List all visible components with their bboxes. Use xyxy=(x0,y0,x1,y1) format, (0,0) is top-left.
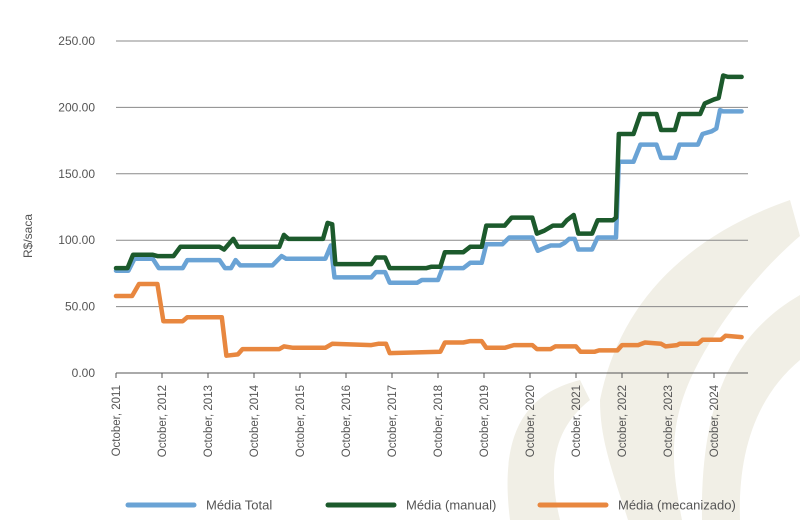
x-tick-label: October, 2015 xyxy=(295,385,307,457)
y-axis-title: R$/saca xyxy=(21,214,35,258)
x-tick-label: October, 2023 xyxy=(663,385,675,457)
y-tick-label: 0.00 xyxy=(72,366,96,380)
series-lines xyxy=(113,73,744,358)
gridlines xyxy=(116,40,748,308)
legend-label: Média (manual) xyxy=(406,498,496,513)
x-tick-label: October, 2011 xyxy=(111,385,123,456)
x-tick-label: October, 2019 xyxy=(479,385,491,457)
legend-label: Média (mecanizado) xyxy=(618,498,736,513)
legend: Média Total Média (manual) Média (mecaniza… xyxy=(125,498,736,513)
series-line-0 xyxy=(113,107,744,285)
series-line-1 xyxy=(113,73,744,271)
x-tick-label: October, 2024 xyxy=(709,384,721,457)
y-tick-label: 150.00 xyxy=(58,167,95,181)
y-tick-label: 250.00 xyxy=(58,34,95,48)
x-tick-label: October, 2012 xyxy=(157,385,169,457)
y-tick-label: 100.00 xyxy=(58,233,95,247)
y-axis-ticks: 250.00 200.00 150.00 100.00 50.00 0.00 xyxy=(58,34,95,380)
series-line-2 xyxy=(113,281,744,358)
background-watermark xyxy=(507,200,800,520)
x-tick-label: October, 2016 xyxy=(341,385,353,457)
x-tick-label: October, 2014 xyxy=(249,384,261,457)
x-tick-label: October, 2021 xyxy=(571,385,583,457)
x-axis-ticks: October, 2011 October, 2012 October, 2013 O… xyxy=(111,373,721,457)
x-tick-label: October, 2017 xyxy=(387,385,399,457)
y-tick-label: 200.00 xyxy=(58,100,95,114)
legend-label: Média Total xyxy=(206,498,272,513)
x-tick-label: October, 2022 xyxy=(617,385,629,457)
y-tick-label: 50.00 xyxy=(65,300,95,314)
x-tick-label: October, 2013 xyxy=(203,385,215,457)
x-tick-label: October, 2018 xyxy=(433,385,445,457)
x-tick-label: October, 2020 xyxy=(525,385,537,457)
